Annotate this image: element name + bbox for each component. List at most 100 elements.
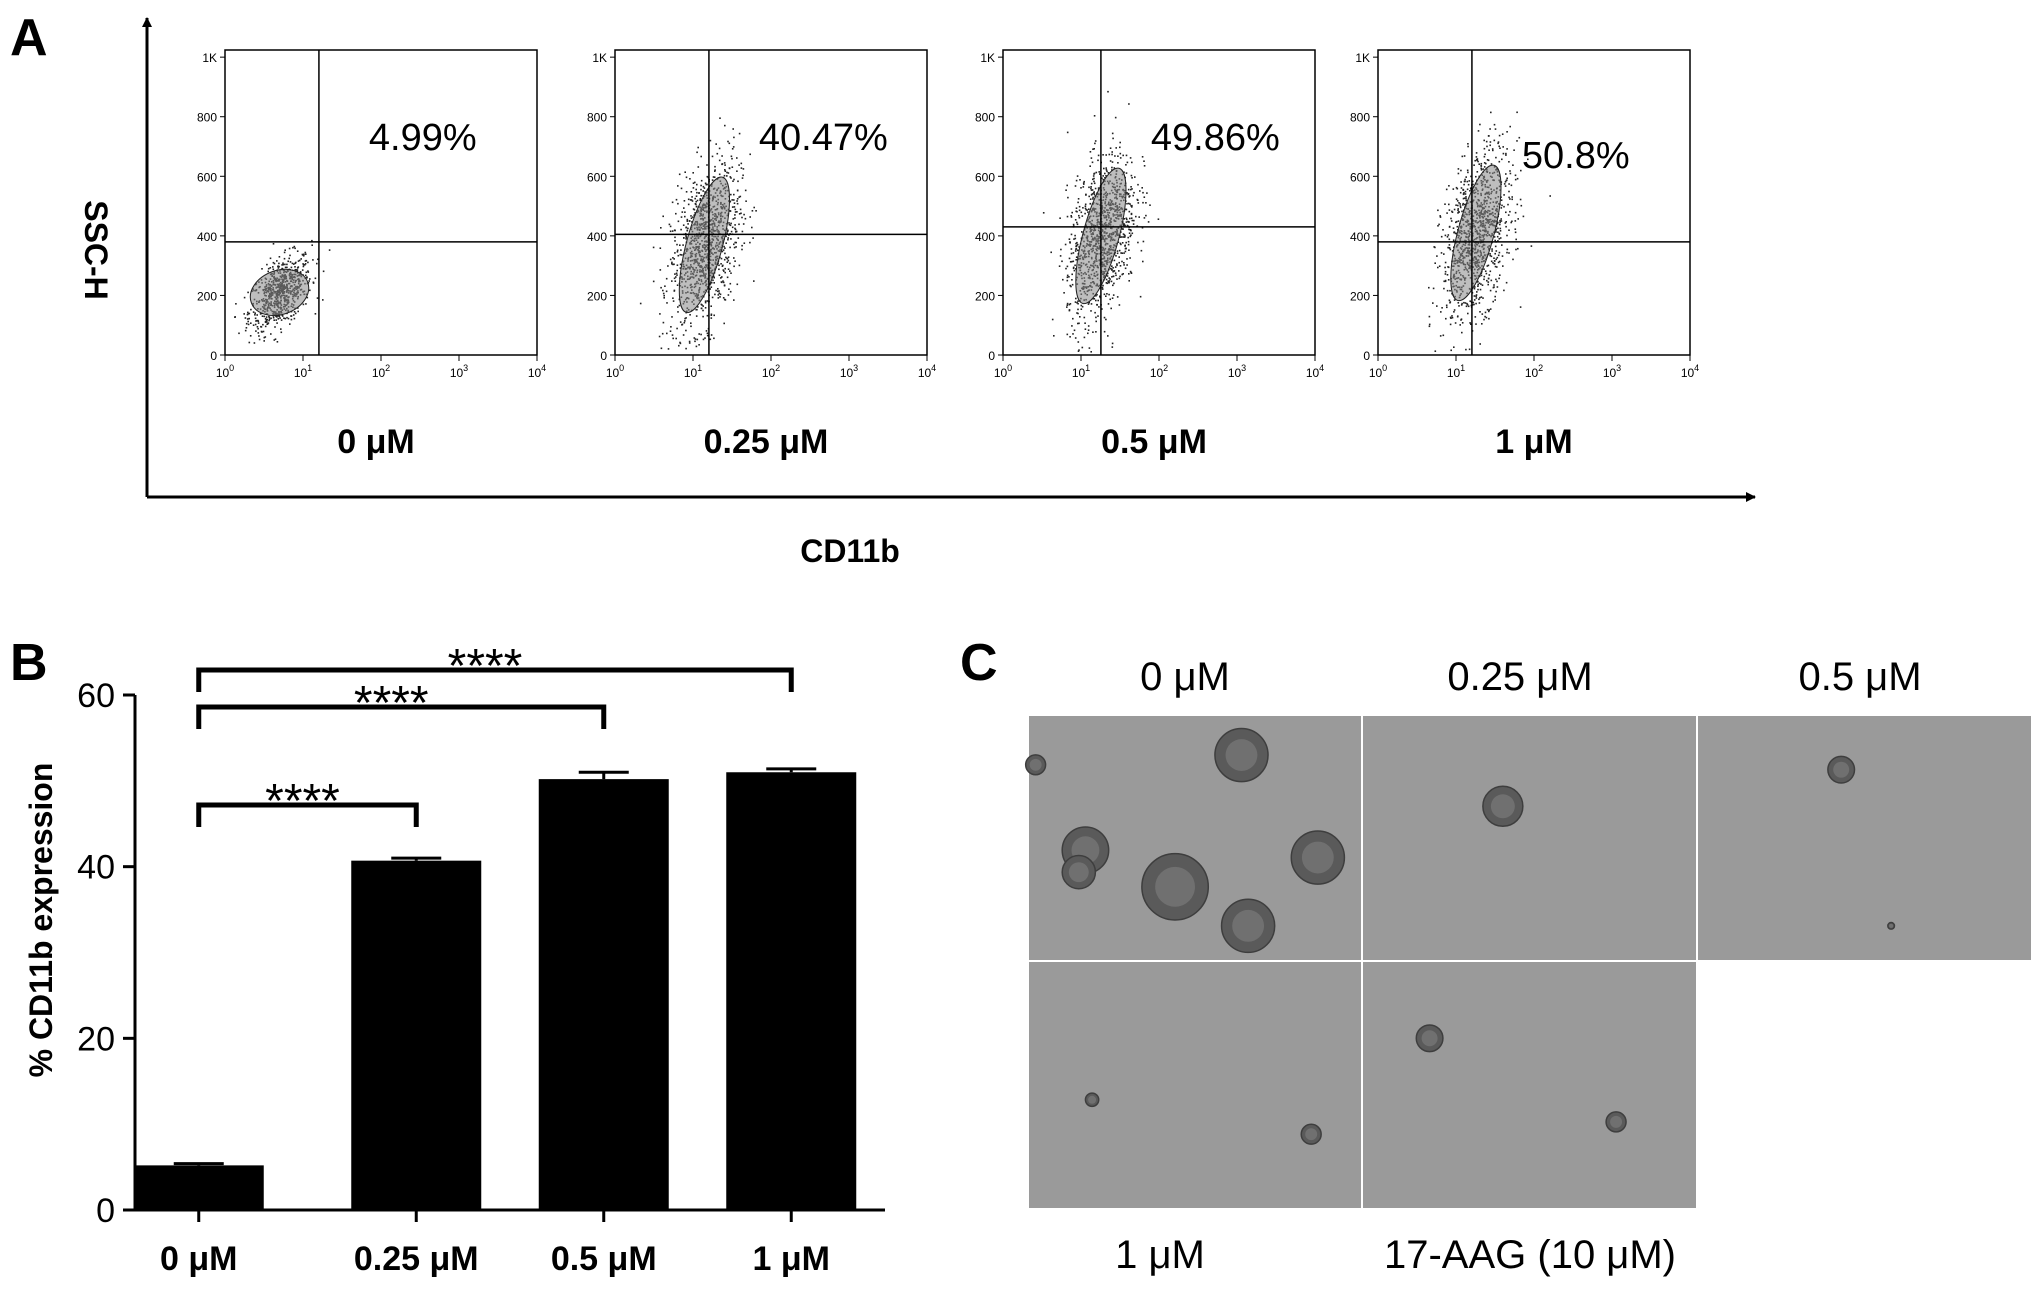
- x-tick-label: 102: [1150, 363, 1168, 380]
- micrograph-top-label: 0.5 μM: [1798, 655, 1921, 699]
- y-tick-label: 800: [587, 111, 607, 125]
- y-tick-label: 1K: [592, 51, 607, 65]
- gate-percent-label: 49.86%: [1151, 117, 1280, 159]
- micrograph-top-label: 0.25 μM: [1447, 655, 1592, 699]
- bar-chart-y-tick-label: 40: [77, 849, 115, 887]
- micrograph-tile: [1698, 716, 2031, 960]
- plot-frame: [1002, 49, 1316, 356]
- micrograph-tile: [1024, 716, 1361, 960]
- gate-percent-label: 50.8%: [1522, 135, 1630, 177]
- x-tick-label: 104: [1306, 363, 1324, 380]
- gate-percent-label: 4.99%: [369, 117, 477, 159]
- cell-colony-core: [1155, 866, 1195, 907]
- cell-colony-core: [1421, 1030, 1438, 1047]
- cell-colony-core: [1610, 1115, 1623, 1128]
- y-tick-label: 800: [1350, 111, 1370, 125]
- x-tick-label: 100: [216, 363, 234, 380]
- x-tick-label: 100: [1369, 363, 1387, 380]
- cell-colony-core: [1490, 794, 1515, 819]
- cell-colony-core: [1088, 1095, 1097, 1104]
- bar-chart-y-tick-label: 20: [77, 1020, 115, 1058]
- cell-colony-core: [1889, 923, 1894, 928]
- bar-chart-y-tick-label: 60: [77, 677, 115, 715]
- y-tick-label: 0: [210, 349, 217, 363]
- condition-label: 0.5 μM: [1101, 423, 1207, 461]
- x-tick-label: 104: [528, 363, 546, 380]
- y-tick-label: 400: [1350, 230, 1370, 244]
- x-tick-label: 101: [294, 363, 312, 380]
- plot-frame: [1377, 49, 1691, 356]
- population-core: [249, 268, 310, 317]
- cell-colony-core: [1232, 909, 1265, 942]
- micrograph-bottom-label: 1 μM: [1115, 1233, 1205, 1277]
- bar-chart-y-axis-label: % CD11b expression: [23, 763, 59, 1078]
- micrograph-panel: 0 μM 0.25 μM 0.5 μM 1 μM 17-AAG (10 μM): [1024, 655, 2031, 1277]
- x-tick-label: 103: [1228, 363, 1246, 380]
- y-tick-label: 200: [587, 289, 607, 303]
- condition-label: 0 μM: [337, 423, 414, 461]
- cell-colony-core: [1068, 862, 1089, 883]
- population-core: [1450, 164, 1502, 302]
- significance-label: ****: [448, 640, 523, 693]
- micrograph-background: [1363, 716, 1696, 960]
- dot-plot: 0 200 400 600 800 1K 100 101 102 103 104 49.86% 0.5 …: [975, 49, 1324, 461]
- y-tick-label: 1K: [980, 51, 995, 65]
- y-tick-label: 200: [1350, 289, 1370, 303]
- y-tick-label: 400: [197, 230, 217, 244]
- micrograph-background: [1029, 962, 1361, 1208]
- dot-plot: 0 200 400 600 800 1K 100 101 102 103 104 4.99% 0 μM: [197, 49, 546, 461]
- significance-bracket: [196, 704, 607, 729]
- x-tick-label: 100: [606, 363, 624, 380]
- dot-plot: 0 200 400 600 800 1K 100 101 102 103 104 50.8% 1 μM: [1350, 49, 1699, 461]
- panel-letter-c: C: [960, 634, 998, 692]
- micrograph-bottom-label: 17-AAG (10 μM): [1384, 1233, 1676, 1277]
- bar: [133, 1165, 264, 1210]
- x-tick-label: 102: [762, 363, 780, 380]
- x-tick-label: 104: [918, 363, 936, 380]
- significance-bracket: [196, 802, 419, 827]
- bar-chart-category-label: 0 μM: [160, 1240, 237, 1278]
- x-tick-label: 101: [1072, 363, 1090, 380]
- population-core: [678, 176, 731, 314]
- micrograph-background: [1363, 962, 1696, 1208]
- micrograph-tile: [1029, 962, 1361, 1208]
- y-tick-label: 600: [1350, 170, 1370, 184]
- bar-chart-y-tick-label: 0: [96, 1192, 115, 1230]
- y-tick-label: 0: [988, 349, 995, 363]
- y-tick-label: 600: [197, 170, 217, 184]
- cell-colony-core: [1029, 758, 1042, 771]
- x-tick-label: 103: [1603, 363, 1621, 380]
- dot-plot: 0 200 400 600 800 1K 100 101 102 103 104 40.47% 0.25…: [587, 49, 936, 461]
- flow-cytometry-panel: SSC-H CD11b 0 200 400 600 800 1K 100 101 102 103 1…: [78, 17, 1756, 569]
- cell-colony-core: [1833, 761, 1850, 778]
- micrograph-background: [1698, 716, 2031, 960]
- y-tick-label: 400: [975, 230, 995, 244]
- significance-label: ****: [265, 775, 340, 828]
- cell-colony-core: [1305, 1128, 1318, 1141]
- bar-chart-panel: % CD11b expression 0 20 40 60 0 μM 0.25 μM 0.5…: [23, 640, 885, 1278]
- bar: [538, 779, 669, 1210]
- bar: [726, 772, 857, 1210]
- y-tick-label: 0: [1363, 349, 1370, 363]
- micrograph-tile: [1363, 716, 1696, 960]
- bar-chart-category-label: 1 μM: [753, 1240, 830, 1278]
- micrograph-tile: [1363, 962, 1696, 1208]
- condition-label: 1 μM: [1495, 423, 1572, 461]
- plot-frame: [224, 49, 538, 356]
- significance-bracket: [196, 667, 794, 692]
- y-tick-label: 200: [197, 289, 217, 303]
- y-tick-label: 600: [975, 170, 995, 184]
- x-tick-label: 101: [1447, 363, 1465, 380]
- y-tick-label: 800: [197, 111, 217, 125]
- y-tick-label: 1K: [1355, 51, 1370, 65]
- micrograph-top-label: 0 μM: [1140, 655, 1230, 699]
- significance-label: ****: [354, 677, 429, 730]
- y-tick-label: 0: [600, 349, 607, 363]
- x-axis-label: CD11b: [800, 533, 900, 569]
- x-tick-label: 102: [1525, 363, 1543, 380]
- x-tick-label: 102: [372, 363, 390, 380]
- y-tick-label: 1K: [202, 51, 217, 65]
- y-tick-label: 600: [587, 170, 607, 184]
- condition-label: 0.25 μM: [704, 423, 829, 461]
